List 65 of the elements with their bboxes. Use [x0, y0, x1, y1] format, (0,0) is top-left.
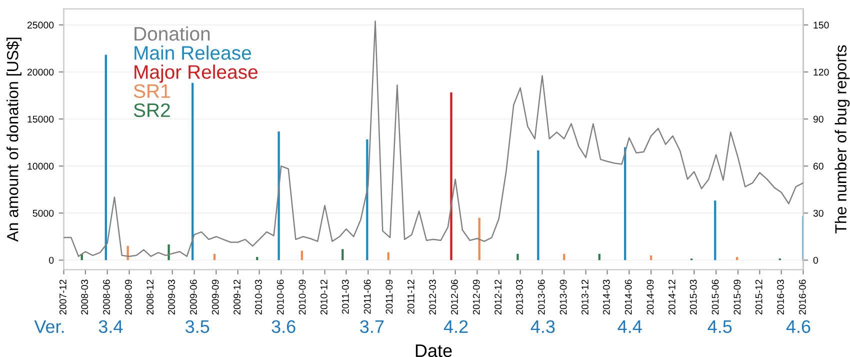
x-tick-label: 2014-06 — [624, 280, 632, 314]
x-tick-label: 2011-09 — [386, 280, 393, 314]
x-tick-label: 2015-06 — [712, 280, 719, 314]
x-tick-label: 2009-03 — [168, 280, 175, 314]
text: 3.7 — [360, 320, 384, 334]
y-axis-title: An amount of donation [US$] — [6, 38, 22, 242]
x-tick-label: 2010-12 — [320, 280, 328, 314]
x-tick-label: 2016-03 — [777, 280, 784, 314]
text: 3.4 — [98, 320, 123, 334]
text: SR2 — [134, 103, 170, 118]
x-tick-label: 2010-06 — [276, 280, 284, 314]
x-axis-title: Date — [416, 344, 452, 357]
text: Major Release — [134, 64, 258, 83]
x-tick-label: 2015-09 — [734, 280, 741, 314]
text: 3.6 — [272, 320, 296, 334]
text: 3.5 — [186, 320, 210, 334]
x-tick-label: 2008-12 — [146, 280, 154, 314]
x-tick-label: 2011-06 — [364, 280, 371, 314]
y-tick-label: 20000 — [27, 68, 54, 76]
x-tick-label: 2008-09 — [124, 280, 132, 314]
y2-tick-label: 150 — [814, 22, 829, 29]
y-tick-label: 5000 — [32, 210, 54, 217]
x-tick-label: 2015-12 — [755, 280, 762, 314]
x-tick-label: 2014-03 — [602, 280, 610, 314]
y2-axis-title: The number of bug reports — [834, 45, 850, 234]
y-tick-label: 0 — [49, 256, 54, 264]
text: SR1 — [134, 84, 170, 98]
text: 4.2 — [444, 320, 468, 333]
x-tick-label: 2012-06 — [451, 280, 458, 314]
x-tick-label: 2008-03 — [81, 280, 88, 314]
y2-tick-label: 120 — [814, 68, 829, 76]
x-tick-label: 2009-09 — [212, 280, 219, 314]
text: Donation — [134, 26, 210, 41]
x-tick-label: 2009-06 — [190, 280, 197, 314]
x-tick-label: 2013-03 — [516, 280, 523, 314]
x-tick-label: 2015-03 — [690, 280, 697, 314]
x-tick-label: 2008-06 — [103, 280, 110, 314]
text: 4.6 — [786, 320, 810, 334]
text: 4.3 — [530, 320, 555, 334]
x-tick-label: 2016-06 — [798, 280, 806, 314]
x-tick-label: 2010-03 — [255, 280, 262, 314]
x-tick-label: 2011-03 — [342, 280, 349, 314]
x-tick-label: 2013-12 — [582, 280, 588, 314]
y-tick-label: 15000 — [28, 116, 54, 123]
x-tick-label: 2010-09 — [298, 280, 306, 314]
x-tick-label: 2012-12 — [494, 280, 502, 314]
y2-tick-label: 60 — [813, 162, 824, 170]
text: 4.4 — [618, 320, 642, 333]
y2-tick-label: 90 — [813, 116, 824, 123]
x-tick-label: 2014-12 — [668, 280, 676, 314]
x-tick-label: 2014-09 — [646, 280, 654, 314]
x-tick-label: 2011-12 — [407, 280, 414, 314]
series-label: Main Release — [134, 46, 252, 60]
y-tick-label: 10000 — [28, 162, 54, 170]
y-tick-label: 25000 — [27, 22, 54, 29]
text: Ver. — [34, 320, 64, 334]
y2-tick-label: 30 — [813, 210, 824, 217]
text: 4.5 — [708, 320, 732, 334]
y2-tick-label: 0 — [813, 256, 818, 264]
x-tick-label: 2013-09 — [560, 280, 567, 314]
x-tick-label: 2012-09 — [472, 280, 480, 314]
x-tick-label: 2012-03 — [429, 280, 436, 314]
x-tick-label: 2013-06 — [538, 280, 545, 314]
x-tick-label: 2009-12 — [234, 280, 240, 314]
x-tick-label: 2007-12 — [59, 280, 66, 314]
